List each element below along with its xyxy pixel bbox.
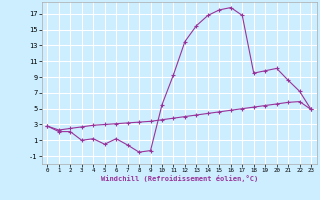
X-axis label: Windchill (Refroidissement éolien,°C): Windchill (Refroidissement éolien,°C): [100, 175, 258, 182]
